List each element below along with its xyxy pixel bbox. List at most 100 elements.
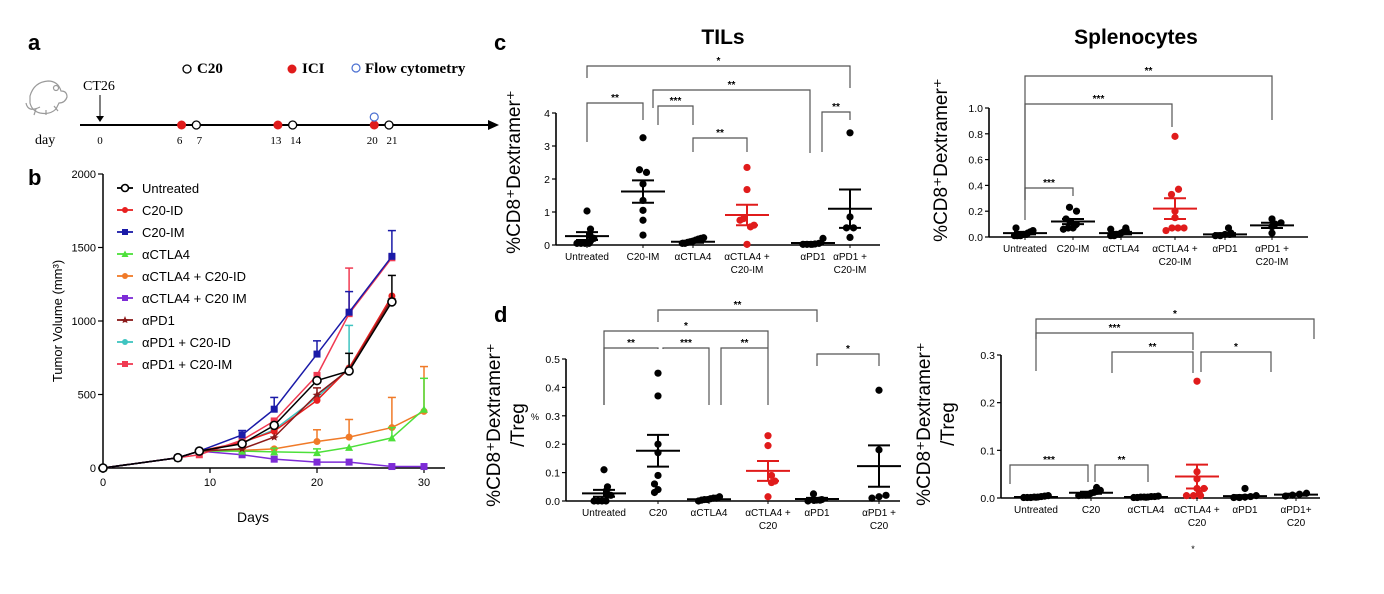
data-point [387,297,397,307]
bracket-line [1111,351,1194,373]
category-label: αCTLA4 [691,508,728,519]
significance-label: * [846,344,850,355]
group-2 [1099,224,1143,240]
data-point [237,438,247,449]
y-tick-label: 0.2 [545,439,560,451]
y-tick-label: 0.2 [968,206,983,218]
category-label: αPD1 [1212,244,1238,255]
legend-label: αPD1 [142,313,175,328]
bracket-line [1200,351,1272,372]
group-1 [1051,203,1095,233]
y-tick-label: 0.6 [968,155,983,167]
timeline-arrowhead [488,120,499,130]
data-point [1168,224,1176,232]
category-label: αPD1 + [1255,244,1289,255]
category-label: C20 [649,508,668,519]
legend-marker [120,183,130,193]
panel-label-b: b [28,165,41,190]
bracket-line [586,102,644,142]
category-label: C20 [870,521,889,532]
data-point [270,447,279,456]
data-point [583,207,591,215]
title-tils: TILs [701,26,744,49]
y-tick-label: 4 [544,108,550,120]
panel-label-d: d [494,302,507,327]
bracket-line [1035,332,1194,371]
category-label: C20 [1287,518,1306,529]
significance-bracket: ** [657,300,818,322]
y-tick-label: 1 [544,207,550,219]
data-point [654,486,662,494]
data-point [700,234,708,242]
timeline-day-tick: 13 [270,135,282,147]
group-4 [795,490,839,505]
bracket-line [816,353,880,366]
data-point [1268,215,1276,223]
category-label: αCTLA4 + [1152,244,1198,255]
data-point [345,308,353,316]
category-label: C20 [1188,518,1207,529]
category-label: αPD1 [800,252,826,263]
legend-c20-marker [182,64,192,74]
y-axis-title-line2: /Treg [508,403,529,447]
timeline-day-tick: 6 [177,135,183,147]
y-tick-label: 0.0 [545,496,560,508]
y-axis-title: %CD8⁺Dextramer⁺ [484,343,505,507]
y-tick-label: 2000 [72,169,96,181]
c20-event-marker [191,120,201,130]
significance-label: *** [1043,455,1055,466]
data-point [739,215,748,223]
bracket-line [1024,187,1074,220]
significance-bracket: * [1200,342,1272,372]
group-4 [1223,484,1267,502]
significance-bracket: * [1035,309,1315,339]
data-point [639,216,647,224]
legend-entry: αPD1 [117,313,175,328]
significance-bracket: ** [1094,455,1149,482]
bracket-line [821,111,851,152]
group-3 [1153,132,1197,235]
data-point [387,433,396,442]
significance-bracket: * [603,321,769,405]
data-point [98,463,108,473]
data-point [238,431,246,439]
stray-mark: % [531,412,539,422]
significance-bracket: *** [1024,178,1074,220]
data-point [313,371,321,379]
data-point [1065,203,1074,211]
bracket-line [586,65,851,88]
tumor-label: CT26 [83,79,115,94]
chart-d-tils: 0.0 0.1 0.2 0.3 0.4 0.5 Untreated C20 αCTLA4 αCTL… [484,300,901,532]
legend-flow-label: Flow cytometry [365,61,466,77]
data-point [420,405,428,413]
legend-c20-label: C20 [197,61,223,77]
data-point [1241,484,1249,493]
significance-label: ** [741,338,749,349]
y-tick-label: 0.0 [980,493,995,505]
group-1 [1069,483,1113,500]
series-untreated [98,274,397,473]
group-3 [1175,377,1219,500]
bracket-line [603,347,659,405]
data-point [313,396,321,404]
y-axis-title: Tumor Volume (mm³) [50,260,65,382]
bracket-line [720,347,768,405]
category-label: αCTLA4 [1128,505,1165,516]
flow-cytometry-event-marker [369,112,379,122]
timeline-panel: CT26 day 0 6 7 13 14 20 21 C20 ICI Flow cytome… [25,61,499,148]
data-point [388,463,396,471]
legend-entry: αCTLA4 + C20-ID [117,269,246,284]
legend-marker [122,339,128,345]
group-3 [725,163,769,248]
category-label: Untreated [565,252,609,263]
significance-bracket: *** [1009,455,1089,484]
data-point [767,471,776,480]
group-2 [1124,492,1168,502]
data-point [345,433,353,441]
series-line [102,450,424,469]
category-label: αPD1 [1232,505,1258,516]
group-0 [1014,492,1058,502]
x-tick-label: 20 [311,477,323,489]
y-tick-label: 3 [544,141,550,153]
